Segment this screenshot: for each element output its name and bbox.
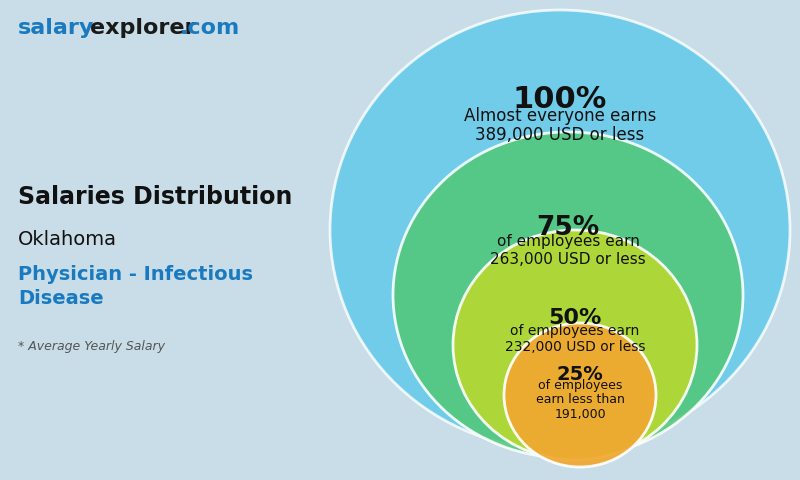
Text: Oklahoma: Oklahoma bbox=[18, 230, 117, 249]
Text: Disease: Disease bbox=[18, 289, 104, 308]
Text: of employees: of employees bbox=[538, 379, 622, 392]
Text: Physician - Infectious: Physician - Infectious bbox=[18, 265, 253, 284]
Ellipse shape bbox=[504, 323, 656, 467]
Text: 191,000: 191,000 bbox=[554, 408, 606, 421]
Text: .com: .com bbox=[180, 18, 240, 38]
Text: of employees earn: of employees earn bbox=[497, 234, 639, 249]
Text: of employees earn: of employees earn bbox=[510, 324, 640, 338]
Text: 50%: 50% bbox=[548, 308, 602, 328]
Text: 232,000 USD or less: 232,000 USD or less bbox=[505, 340, 646, 354]
Text: explorer: explorer bbox=[90, 18, 195, 38]
Text: 25%: 25% bbox=[557, 365, 603, 384]
Text: earn less than: earn less than bbox=[535, 394, 625, 407]
Ellipse shape bbox=[393, 132, 743, 458]
Text: salary: salary bbox=[18, 18, 94, 38]
Text: 100%: 100% bbox=[513, 85, 607, 114]
Text: 75%: 75% bbox=[536, 215, 600, 241]
Ellipse shape bbox=[330, 10, 790, 450]
Text: 263,000 USD or less: 263,000 USD or less bbox=[490, 252, 646, 266]
Ellipse shape bbox=[453, 230, 697, 460]
Text: * Average Yearly Salary: * Average Yearly Salary bbox=[18, 340, 165, 353]
Text: 389,000 USD or less: 389,000 USD or less bbox=[475, 126, 645, 144]
Text: Almost everyone earns: Almost everyone earns bbox=[464, 107, 656, 125]
Text: Salaries Distribution: Salaries Distribution bbox=[18, 185, 292, 209]
